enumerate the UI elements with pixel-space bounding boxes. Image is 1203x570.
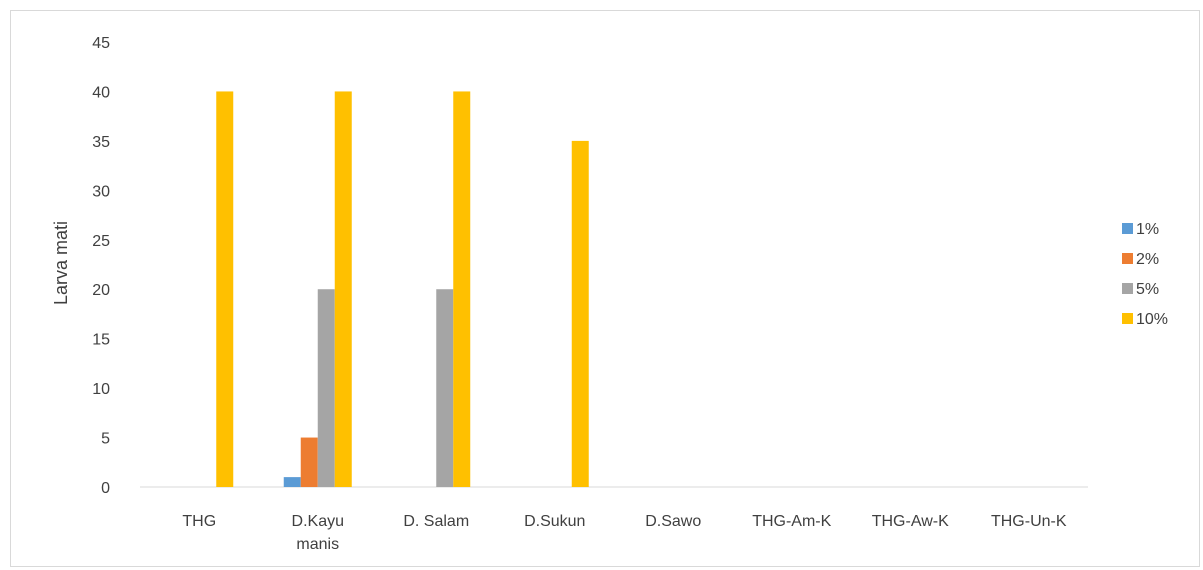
x-tick-label: THG-Am-K xyxy=(752,513,831,530)
y-tick-label: 35 xyxy=(92,134,110,151)
legend-swatch xyxy=(1122,223,1133,234)
x-tick-label: D.Sawo xyxy=(645,513,701,530)
y-tick-label: 0 xyxy=(101,480,110,497)
y-tick-label: 40 xyxy=(92,84,110,101)
bar xyxy=(300,437,318,487)
x-tick-label: D. Salam xyxy=(403,513,469,530)
bar xyxy=(216,91,234,487)
legend-swatch xyxy=(1122,313,1133,324)
y-tick-label: 25 xyxy=(92,233,110,250)
x-tick-label: D.Sukun xyxy=(524,513,585,530)
legend-swatch xyxy=(1122,283,1133,294)
legend-label: 10% xyxy=(1136,311,1168,328)
bar xyxy=(453,91,471,487)
y-tick-label: 10 xyxy=(92,381,110,398)
x-tick-label: THG-Aw-K xyxy=(872,513,949,530)
y-tick-label: 30 xyxy=(92,183,110,200)
chart-frame xyxy=(10,10,1200,567)
y-tick-label: 15 xyxy=(92,332,110,349)
legend-label: 2% xyxy=(1136,251,1159,268)
bar xyxy=(571,140,589,487)
x-tick-label: THG xyxy=(182,513,216,530)
x-tick-label: D.Kayu manis xyxy=(292,513,344,553)
bar xyxy=(283,477,301,487)
legend-label: 1% xyxy=(1136,221,1159,238)
bar xyxy=(317,289,335,487)
y-tick-label: 20 xyxy=(92,282,110,299)
bar xyxy=(436,289,454,487)
y-axis-title: Larva mati xyxy=(51,221,71,305)
legend-label: 5% xyxy=(1136,281,1159,298)
y-tick-label: 5 xyxy=(101,431,110,448)
bar xyxy=(334,91,352,487)
legend-swatch xyxy=(1122,253,1133,264)
x-tick-label: THG-Un-K xyxy=(991,513,1067,530)
y-tick-label: 45 xyxy=(92,35,110,52)
